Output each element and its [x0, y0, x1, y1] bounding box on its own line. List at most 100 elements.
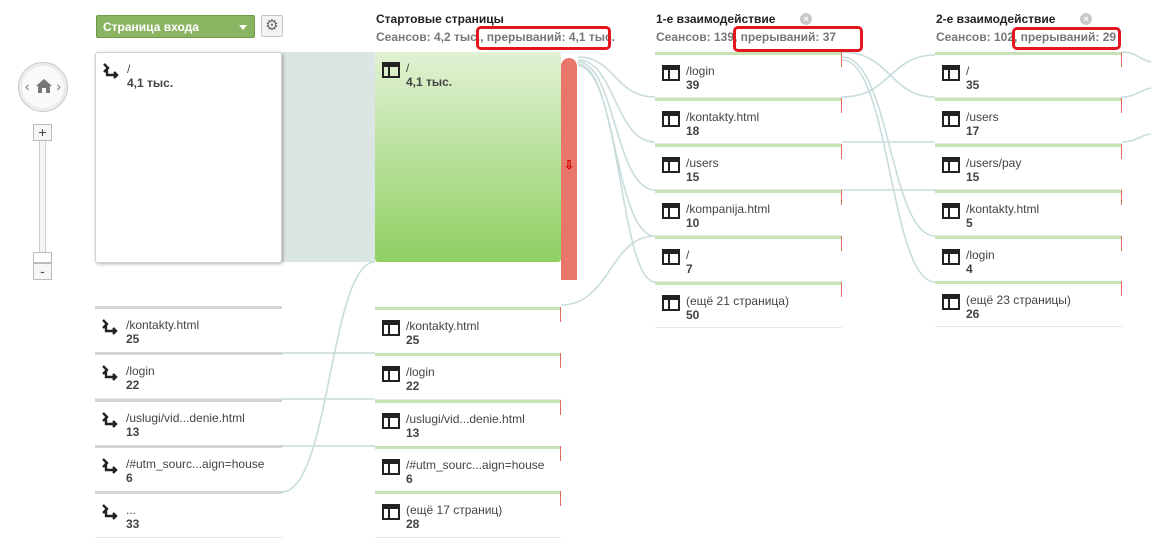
flow-line — [841, 51, 936, 98]
first-interaction-node[interactable]: /users 15 — [655, 144, 842, 189]
flow-line — [1121, 87, 1151, 98]
entrance-arrow-icon — [102, 412, 118, 428]
highlight-box — [1012, 27, 1121, 50]
entrance-arrow-icon — [103, 63, 119, 79]
flow-line — [577, 56, 656, 98]
first-interaction-node[interactable]: /login 39 — [655, 52, 842, 97]
node-value: 4 — [966, 262, 973, 276]
zoom-in-button[interactable]: + — [33, 124, 52, 141]
page-layout-icon — [662, 249, 680, 265]
source-node[interactable]: / 4,1 тыс. — [95, 52, 282, 263]
entrance-arrow-icon — [102, 319, 118, 335]
home-icon[interactable] — [36, 79, 52, 93]
node-label: / — [686, 248, 690, 262]
node-value: 10 — [686, 216, 700, 230]
pan-control[interactable]: ‹ › — [18, 62, 68, 112]
page-layout-icon — [662, 65, 680, 81]
node-value: 25 — [406, 333, 420, 347]
node-value: 6 — [126, 471, 133, 485]
node-label: /kontakty.html — [406, 319, 480, 333]
entrance-arrow-icon — [102, 504, 118, 520]
entrance-arrow-icon — [102, 458, 118, 474]
pan-right-icon[interactable]: › — [56, 78, 61, 94]
close-column-icon[interactable]: × — [800, 13, 812, 25]
starting-pages-header: Стартовые страницы Сеансов: 4,2 тыс., пр… — [376, 12, 615, 44]
second-interaction-node[interactable]: /users 17 — [935, 98, 1122, 143]
source-node[interactable]: /login 22 — [95, 352, 282, 398]
node-label: (ещё 17 страниц) — [406, 503, 503, 517]
start-page-node[interactable]: /uslugi/vid...denie.html 13 — [375, 400, 561, 446]
settings-button[interactable]: ⚙ — [261, 15, 283, 37]
node-value: 13 — [406, 426, 420, 440]
node-value: 26 — [966, 307, 980, 321]
page-layout-icon — [382, 366, 400, 382]
source-node[interactable]: ... 33 — [95, 491, 282, 537]
start-page-node[interactable]: (ещё 17 страниц) 28 — [375, 491, 561, 537]
node-label: / — [966, 64, 970, 78]
first-interaction-node[interactable]: /kompanija.html 10 — [655, 190, 842, 235]
start-page-node[interactable]: /#utm_sourc...aign=house 6 — [375, 446, 561, 492]
second-interaction-node[interactable]: (ещё 23 страницы) 26 — [935, 281, 1122, 326]
second-interaction-node[interactable]: / 35 — [935, 52, 1122, 97]
node-value: 22 — [126, 378, 140, 392]
first-interaction-node[interactable]: /kontakty.html 18 — [655, 98, 842, 143]
second-interaction-node[interactable]: /users/pay 15 — [935, 144, 1122, 189]
pan-left-icon[interactable]: ‹ — [25, 78, 30, 94]
dimension-dropdown[interactable]: Страница входа — [96, 15, 255, 38]
flow-line — [577, 61, 656, 191]
first-interaction-node[interactable]: (ещё 21 страница) 50 — [655, 282, 842, 327]
node-value: 6 — [406, 472, 413, 486]
flow-line — [577, 63, 656, 237]
node-label: ... — [126, 503, 137, 517]
flow-line — [841, 54, 936, 98]
close-column-icon[interactable]: × — [1080, 13, 1092, 25]
start-page-node[interactable]: /login 22 — [375, 353, 561, 399]
column-stats: Сеансов: 139, прерываний: 37 — [656, 30, 837, 44]
entrance-arrow-icon — [102, 365, 118, 381]
source-to-start-flow — [282, 52, 375, 262]
node-label: /kontakty.html — [686, 110, 760, 124]
page-layout-icon — [942, 249, 960, 265]
start-page-node[interactable]: /kontakty.html 25 — [375, 307, 561, 353]
second-interaction-header: 2-е взаимодействие Сеансов: 102, прерыва… — [936, 12, 1116, 44]
page-layout-icon — [942, 111, 960, 127]
page-layout-icon — [942, 294, 960, 310]
source-node[interactable]: /#utm_sourc...aign=house 6 — [95, 445, 282, 491]
gear-icon: ⚙ — [265, 17, 279, 34]
flow-lines — [281, 51, 1151, 493]
page-layout-icon — [942, 65, 960, 81]
drop-off-arrow-icon: ⇩ — [564, 158, 575, 172]
node-label: /uslugi/vid...denie.html — [406, 412, 525, 426]
zoom-slider-track[interactable] — [39, 141, 46, 262]
first-interaction-header: 1-е взаимодействие Сеансов: 139, прерыва… — [656, 12, 836, 44]
column-stats: Сеансов: 102, прерываний: 29 — [936, 30, 1117, 44]
second-interaction-node[interactable]: /login 4 — [935, 236, 1122, 281]
node-value: 4,1 тыс. — [127, 76, 174, 90]
node-label: /users — [966, 110, 999, 124]
page-layout-icon — [662, 157, 680, 173]
page-layout-icon — [662, 111, 680, 127]
zoom-slider-handle[interactable] — [33, 252, 52, 263]
zoom-out-button[interactable]: - — [33, 263, 52, 280]
node-value: 28 — [406, 517, 420, 531]
node-label: /login — [966, 248, 995, 262]
node-value: 15 — [966, 170, 980, 184]
node-label: / — [406, 61, 410, 75]
first-interaction-node[interactable]: / 7 — [655, 236, 842, 281]
page-layout-icon — [382, 320, 400, 336]
flow-line — [577, 59, 656, 143]
node-label: /#utm_sourc...aign=house — [406, 458, 545, 472]
flow-line — [841, 59, 936, 283]
dimension-dropdown-label: Страница входа — [103, 20, 199, 34]
second-interaction-node[interactable]: /kontakty.html 5 — [935, 190, 1122, 235]
source-node[interactable]: /uslugi/vid...denie.html 13 — [95, 399, 282, 445]
start-page-node[interactable]: / 4,1 тыс. — [375, 52, 561, 262]
source-node[interactable]: /kontakty.html 25 — [95, 306, 282, 352]
node-value: 13 — [126, 425, 140, 439]
column-stats: Сеансов: 4,2 тыс., прерываний: 4,1 тыс. — [376, 30, 615, 44]
flow-line — [1121, 133, 1151, 143]
drop-off-bar[interactable]: ⇩ — [561, 58, 577, 280]
node-label: (ещё 21 страница) — [686, 294, 789, 308]
page-layout-icon — [942, 203, 960, 219]
